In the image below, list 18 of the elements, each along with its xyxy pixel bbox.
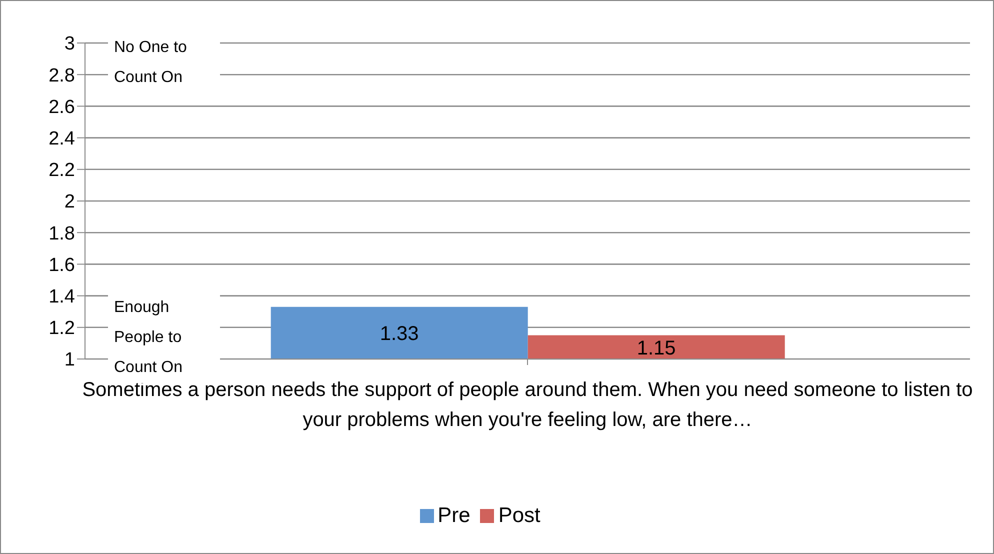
annotation: No One to Count On: [108, 33, 220, 93]
legend-label: Pre: [438, 504, 470, 527]
y-tick-label: 2.6: [48, 96, 75, 118]
y-tick-label: 1.6: [48, 254, 75, 276]
x-tick-label: Sometimes a person needs the support of people around them. When you need someone to listen to your problems when you're feeling low, are there…: [81, 378, 974, 433]
y-tick-label: 1: [64, 350, 75, 371]
y-tick-label: 3: [64, 34, 75, 55]
y-tick-label: 1.8: [48, 223, 75, 244]
y-tick-label: 2.2: [48, 160, 75, 182]
annotation: Enough People to Count On: [114, 299, 182, 376]
y-tick-label: 1.2: [48, 318, 75, 340]
y-tick-label: 2: [64, 192, 75, 213]
y-tick-label: 1.4: [48, 286, 76, 308]
y-tick-label: 2.4: [48, 128, 76, 150]
y-tick-label: 2.8: [48, 65, 75, 86]
data-label: 1.15: [636, 337, 676, 360]
data-label: 1.33: [380, 323, 419, 346]
legend-label: Post: [498, 504, 540, 527]
